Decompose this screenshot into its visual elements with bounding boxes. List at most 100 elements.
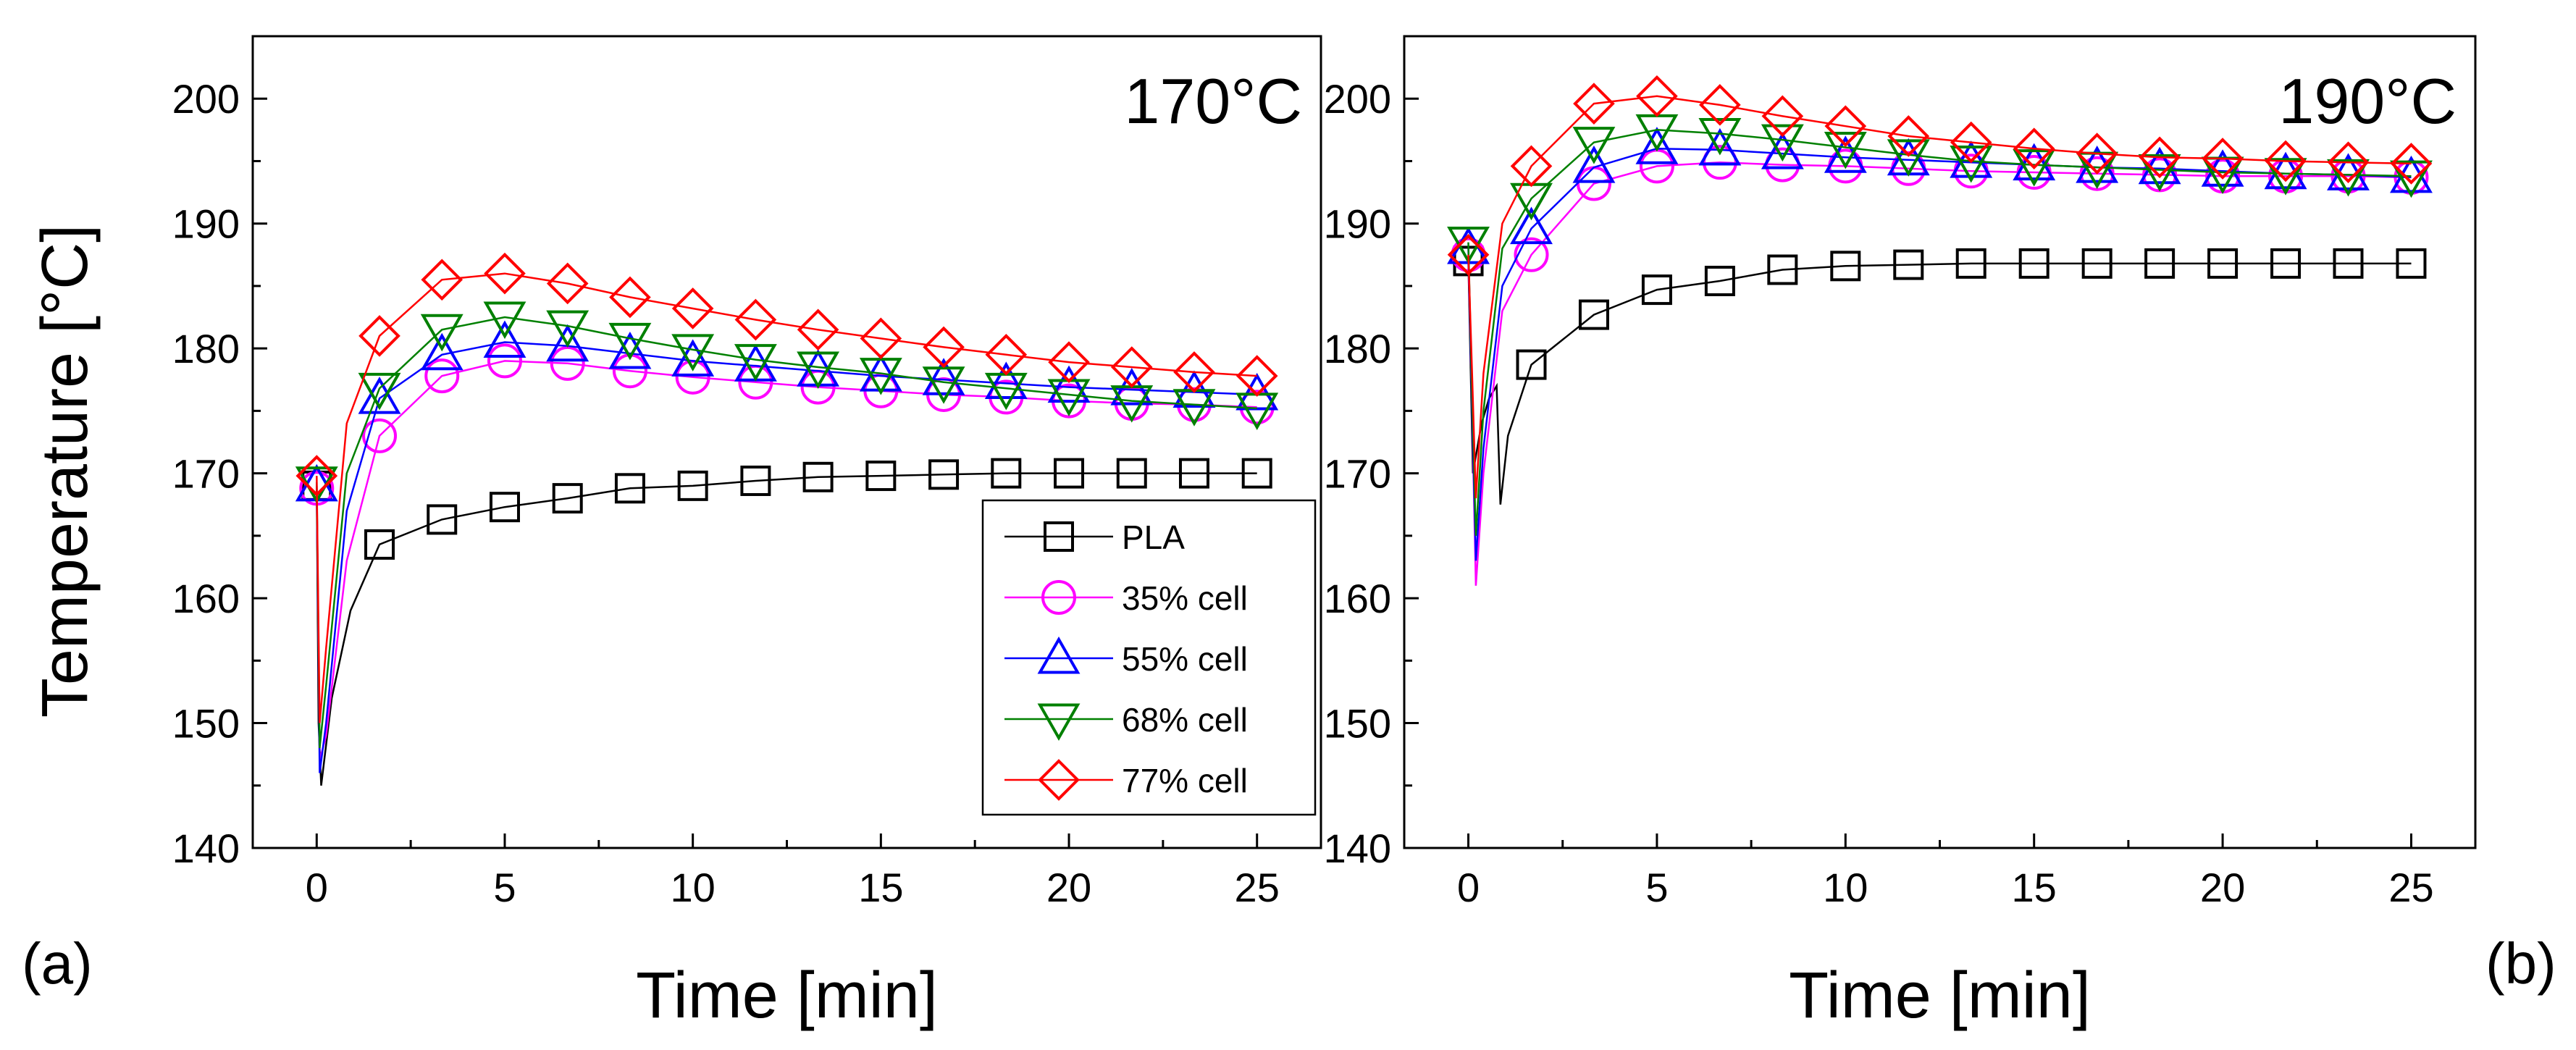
- data-point: [483, 301, 526, 340]
- temperature-label-b: 190°C: [2278, 65, 2457, 137]
- temperature-label-a: 170°C: [1124, 65, 1302, 137]
- x-tick-label-b: 15: [2012, 865, 2057, 910]
- data-point: [1955, 248, 1986, 279]
- data-point: [1572, 127, 1616, 164]
- y-tick-label-a: 140: [172, 826, 240, 871]
- data-point: [2076, 133, 2118, 175]
- data-point: [2202, 138, 2244, 180]
- data-point: [608, 322, 652, 361]
- series-line: [1467, 147, 2412, 561]
- y-tick-label-a: 180: [172, 326, 240, 371]
- y-axis-title-a: Temperature [°C]: [29, 224, 101, 718]
- x-tick-label-b: 25: [2388, 865, 2433, 910]
- data-point: [2144, 248, 2176, 279]
- data-point: [1241, 458, 1272, 489]
- panel-label-a: (a): [22, 931, 93, 996]
- data-point: [1173, 351, 1215, 393]
- data-point: [1698, 127, 1742, 166]
- data-point: [1578, 299, 1609, 330]
- series-line: [1467, 261, 2412, 505]
- data-point: [546, 262, 589, 305]
- data-point: [427, 504, 458, 535]
- series-pla-b: [1453, 245, 2427, 505]
- series-77-cell-b: [1447, 75, 2433, 499]
- data-point: [1830, 251, 1861, 282]
- data-point: [2333, 248, 2364, 279]
- y-tick-label-a: 160: [172, 576, 240, 621]
- y-tick-label-b: 140: [1324, 826, 1391, 871]
- y-tick-label-b: 180: [1324, 326, 1391, 371]
- data-point: [295, 455, 338, 497]
- legend-marker: [1041, 580, 1076, 615]
- series-line: [316, 272, 1257, 723]
- data-point: [2013, 143, 2056, 181]
- data-point: [420, 314, 463, 352]
- data-point: [671, 339, 715, 377]
- legend-label: 77% cell: [1122, 762, 1248, 799]
- data-point: [1510, 206, 1553, 245]
- data-point: [865, 461, 897, 492]
- x-tick-label-a: 0: [306, 865, 328, 910]
- data-point: [1824, 135, 1867, 173]
- x-tick-label-b: 5: [1645, 865, 1668, 910]
- data-point: [2327, 141, 2370, 184]
- series-line: [316, 341, 1257, 773]
- data-point: [424, 358, 460, 394]
- data-point: [1704, 266, 1735, 297]
- data-point: [802, 461, 834, 492]
- data-point: [1635, 127, 1679, 164]
- data-point: [928, 459, 960, 490]
- y-tick-label-b: 160: [1324, 576, 1391, 621]
- legend-label: 35% cell: [1122, 579, 1248, 617]
- data-point: [489, 492, 520, 523]
- data-point: [2013, 149, 2056, 187]
- x-axis-title-b: Time [min]: [1789, 959, 2091, 1032]
- x-tick-label-a: 25: [1235, 865, 1280, 910]
- data-point: [1641, 274, 1672, 306]
- legend-a: PLA 35% cell 55% cell 68% cell 77% cell: [981, 499, 1317, 816]
- data-point: [1235, 355, 1278, 397]
- data-point: [1510, 145, 1553, 188]
- x-tick-label-b: 0: [1457, 865, 1480, 910]
- data-point: [740, 465, 771, 496]
- data-point: [1761, 132, 1804, 169]
- data-point: [991, 458, 1022, 489]
- legend-label: 68% cell: [1122, 701, 1248, 739]
- x-tick-label-b: 10: [1823, 865, 1868, 910]
- series-pla-a: [301, 458, 1272, 786]
- y-tick-label-b: 190: [1324, 201, 1391, 247]
- legend-marker: [1037, 636, 1081, 674]
- data-point: [2390, 160, 2433, 198]
- data-point: [860, 317, 902, 360]
- data-point: [1116, 458, 1147, 489]
- series-line: [1467, 161, 2412, 586]
- data-point: [1887, 115, 1930, 157]
- data-point: [484, 252, 526, 295]
- data-point: [358, 315, 400, 357]
- series-line: [316, 316, 1257, 749]
- y-tick-label-b: 170: [1324, 451, 1391, 497]
- data-point: [2390, 143, 2433, 185]
- data-point: [1573, 83, 1615, 125]
- data-point: [985, 333, 1028, 376]
- data-point: [1516, 349, 1547, 380]
- data-point: [1950, 121, 1992, 164]
- data-point: [1699, 84, 1741, 126]
- data-point: [362, 418, 398, 453]
- data-point: [546, 324, 590, 362]
- data-point: [677, 470, 708, 501]
- data-point: [2396, 248, 2427, 279]
- data-point: [671, 287, 714, 329]
- data-point: [2265, 140, 2307, 182]
- x-tick-label-a: 20: [1046, 865, 1091, 910]
- data-point: [421, 259, 463, 301]
- data-point: [1761, 95, 1804, 138]
- data-point: [2139, 136, 2181, 179]
- data-point: [552, 483, 583, 514]
- data-point: [358, 372, 401, 411]
- chart-panel-a: (a) 140 150 160 170 180 190 200 0 5 10 15 20 25 Time …: [22, 35, 1322, 1032]
- y-tick-label-b: 150: [1324, 701, 1391, 747]
- data-point: [483, 320, 526, 358]
- x-tick-label-a: 5: [493, 865, 516, 910]
- data-point: [2270, 248, 2302, 279]
